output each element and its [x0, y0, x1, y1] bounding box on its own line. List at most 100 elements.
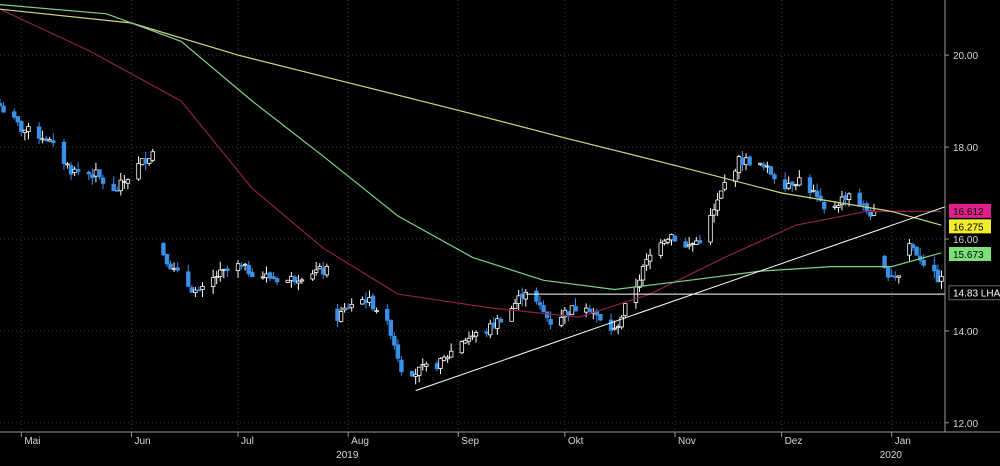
value-tag	[949, 219, 991, 234]
candle-body	[43, 138, 49, 141]
last-price-label: 14.83 LHA	[953, 289, 1000, 300]
candle-body	[573, 306, 578, 312]
candle-body	[587, 308, 592, 313]
candle-body	[420, 364, 425, 367]
candle-body	[68, 165, 74, 175]
year-label: 2020	[880, 450, 903, 461]
candle-body	[385, 308, 390, 321]
candle-body	[846, 193, 852, 200]
candle-body	[40, 138, 45, 141]
y-tick-label: 16.00	[953, 235, 978, 246]
candle-body	[740, 157, 745, 165]
candle-body	[210, 277, 216, 287]
candle-body	[75, 169, 81, 172]
candle-body	[445, 356, 450, 360]
candle-body	[111, 183, 116, 192]
candle-body	[51, 140, 56, 144]
candle-body	[193, 289, 198, 293]
candle-body	[90, 174, 95, 179]
candle-body	[434, 363, 440, 370]
candle-body	[615, 326, 621, 328]
candle-body	[218, 269, 223, 277]
candle-body	[765, 165, 770, 168]
candle-body	[566, 311, 571, 316]
candle-body	[498, 318, 504, 323]
last-price-tag	[948, 285, 1000, 301]
candle-body	[1, 105, 6, 113]
candle-body	[896, 275, 902, 278]
candle-body	[623, 303, 628, 316]
candle-body	[271, 276, 276, 279]
moving-average-line	[0, 8, 942, 226]
value-tag-label: 16.612	[953, 207, 984, 218]
candle-body	[186, 271, 191, 287]
candle-body	[338, 311, 344, 322]
candle-body	[658, 242, 663, 256]
candle-body	[93, 169, 99, 177]
candle-body	[839, 196, 845, 206]
candle-body	[214, 276, 219, 279]
candle-body	[65, 163, 70, 166]
candle-body	[836, 205, 841, 208]
candle-body	[608, 319, 614, 331]
candle-body	[367, 297, 372, 303]
candle-body	[491, 322, 497, 328]
candle-body	[72, 168, 77, 173]
candle-body	[463, 340, 468, 344]
candle-body	[758, 162, 763, 165]
grid-lines	[0, 0, 945, 432]
candle-body	[807, 177, 813, 194]
y-tick-label: 18.00	[953, 143, 978, 154]
candle-body	[19, 120, 24, 132]
candle-body	[360, 299, 365, 305]
candle-body	[797, 177, 802, 186]
candle-body	[118, 179, 123, 192]
moving-average-line	[0, 8, 942, 318]
candle-body	[640, 266, 646, 281]
x-tick-label: Nov	[678, 436, 696, 447]
candle-body	[424, 363, 429, 367]
candle-body	[786, 183, 791, 189]
candle-body	[715, 199, 720, 211]
candle-body	[417, 366, 422, 376]
candle-body	[235, 263, 241, 271]
candle-body	[935, 269, 941, 283]
candle-body	[697, 240, 703, 244]
value-tag-label: 16.275	[953, 222, 984, 233]
value-tag-label: 15.673	[953, 250, 984, 261]
y-tick-label: 20.00	[953, 51, 978, 62]
candle-body	[722, 182, 727, 190]
candle-body	[274, 278, 280, 283]
candle-body	[150, 151, 155, 161]
candle-body	[335, 308, 340, 321]
candle-body	[388, 320, 393, 336]
candle-body	[246, 264, 251, 275]
y-axis-ticks: 20.00 18.00 16.00 14.00 12.00	[945, 51, 978, 430]
candle-body	[619, 316, 624, 328]
candle-body	[885, 266, 891, 278]
candle-body	[743, 157, 749, 166]
x-tick-label: Aug	[351, 436, 369, 447]
candle-body	[711, 209, 717, 216]
candle-body	[544, 311, 550, 319]
candle-body	[250, 271, 255, 278]
candle-body	[313, 269, 319, 273]
candle-body	[264, 273, 269, 278]
candle-body	[409, 370, 415, 377]
candle-body	[843, 195, 848, 201]
x-tick-label: Sep	[461, 436, 479, 447]
value-tags: 16.612 16.275 15.673 14.83 LHA	[948, 203, 1000, 301]
candle-body	[768, 166, 774, 175]
value-tag	[949, 203, 991, 218]
candle-body	[583, 307, 589, 313]
candle-body	[473, 332, 479, 337]
candle-body	[143, 158, 148, 164]
candle-body	[15, 116, 20, 123]
candle-body	[413, 373, 418, 377]
candle-body	[139, 158, 145, 166]
candle-body	[509, 308, 514, 322]
candle-body	[47, 139, 52, 142]
candle-body	[889, 275, 894, 277]
candle-body	[537, 302, 543, 306]
